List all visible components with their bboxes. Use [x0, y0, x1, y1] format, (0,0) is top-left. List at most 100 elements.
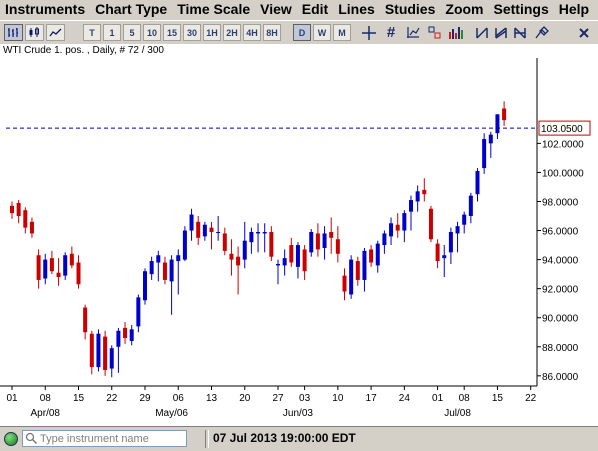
- candle-body[interactable]: [56, 272, 61, 278]
- timeframe-button-t[interactable]: T: [83, 24, 101, 41]
- candle-body[interactable]: [236, 256, 241, 266]
- trendline-icon[interactable]: [473, 24, 491, 41]
- candle-body[interactable]: [256, 231, 261, 234]
- line-chart-icon[interactable]: [46, 24, 65, 41]
- candle-body[interactable]: [189, 214, 194, 231]
- candle-body[interactable]: [468, 195, 473, 217]
- fibonacci-icon[interactable]: [511, 24, 529, 41]
- candlestick-chart-icon[interactable]: [25, 24, 44, 41]
- timeframe-button-d[interactable]: D: [293, 24, 311, 41]
- candle-body[interactable]: [369, 249, 374, 263]
- candle-body[interactable]: [209, 227, 214, 232]
- candle-body[interactable]: [389, 223, 394, 237]
- candle-body[interactable]: [76, 262, 81, 285]
- candle-body[interactable]: [342, 275, 347, 292]
- menu-time-scale[interactable]: Time Scale: [177, 1, 251, 17]
- menu-instruments[interactable]: Instruments: [5, 1, 86, 17]
- compare-icon[interactable]: [425, 24, 445, 41]
- candle-body[interactable]: [96, 333, 101, 368]
- candle-body[interactable]: [349, 259, 354, 295]
- candle-body[interactable]: [282, 258, 287, 266]
- candle-body[interactable]: [69, 253, 74, 266]
- candle-body[interactable]: [435, 243, 440, 262]
- candle-body[interactable]: [375, 243, 380, 266]
- timeframe-button-15[interactable]: 15: [163, 24, 181, 41]
- timeframe-button-2h[interactable]: 2H: [223, 24, 241, 41]
- candle-body[interactable]: [422, 189, 427, 195]
- candle-body[interactable]: [428, 208, 433, 240]
- candle-body[interactable]: [462, 214, 467, 225]
- menu-edit[interactable]: Edit: [301, 1, 329, 17]
- candle-body[interactable]: [109, 348, 114, 369]
- timeframe-button-5[interactable]: 5: [123, 24, 141, 41]
- candle-body[interactable]: [63, 255, 68, 276]
- candle-body[interactable]: [276, 263, 280, 266]
- candle-body[interactable]: [402, 213, 407, 231]
- crosshair-icon[interactable]: [359, 24, 379, 41]
- candle-body[interactable]: [216, 231, 221, 233]
- candle-body[interactable]: [49, 258, 54, 272]
- candle-body[interactable]: [302, 249, 307, 272]
- candle-body[interactable]: [395, 224, 400, 231]
- timeframe-button-1h[interactable]: 1H: [203, 24, 221, 41]
- candle-body[interactable]: [149, 261, 154, 275]
- candle-body[interactable]: [156, 255, 161, 263]
- candle-body[interactable]: [83, 307, 88, 333]
- candle-body[interactable]: [43, 259, 48, 279]
- candle-body[interactable]: [169, 259, 174, 282]
- channel-icon[interactable]: [492, 24, 510, 41]
- timeframe-button-4h[interactable]: 4H: [243, 24, 261, 41]
- candle-body[interactable]: [322, 233, 327, 248]
- instrument-search[interactable]: [22, 430, 187, 447]
- candle-body[interactable]: [309, 231, 314, 253]
- price-chart[interactable]: 86.0000 88.0000 90.0000 92.0000 94.0000 96.00…: [0, 58, 598, 426]
- candle-body[interactable]: [116, 330, 121, 347]
- timeframe-button-m[interactable]: M: [333, 24, 351, 41]
- candle-body[interactable]: [475, 170, 480, 195]
- candle-body[interactable]: [136, 297, 141, 327]
- candle-body[interactable]: [242, 240, 247, 260]
- candle-body[interactable]: [262, 231, 267, 234]
- chart-area[interactable]: 86.0000 88.0000 90.0000 92.0000 94.0000 96.00…: [0, 58, 598, 426]
- candle-body[interactable]: [123, 327, 128, 339]
- candle-body[interactable]: [10, 205, 14, 214]
- close-icon[interactable]: [575, 24, 593, 41]
- candle-body[interactable]: [455, 226, 460, 234]
- candle-body[interactable]: [202, 224, 207, 237]
- candle-body[interactable]: [415, 191, 420, 202]
- timeframe-button-1[interactable]: 1: [103, 24, 121, 41]
- bar-chart-icon[interactable]: [4, 24, 23, 41]
- candle-body[interactable]: [143, 271, 147, 301]
- candle-body[interactable]: [442, 255, 447, 259]
- candle-body[interactable]: [382, 233, 387, 246]
- timeframe-button-30[interactable]: 30: [183, 24, 201, 41]
- candle-body[interactable]: [89, 333, 94, 368]
- menu-view[interactable]: View: [260, 1, 292, 17]
- candle-body[interactable]: [355, 261, 360, 280]
- candle-body[interactable]: [315, 233, 320, 250]
- candle-body[interactable]: [362, 250, 367, 280]
- candle-body[interactable]: [222, 233, 227, 251]
- candle-body[interactable]: [129, 329, 134, 341]
- candle-body[interactable]: [289, 245, 294, 263]
- scale-icon[interactable]: [403, 24, 423, 41]
- candle-body[interactable]: [482, 139, 487, 169]
- candle-body[interactable]: [448, 231, 453, 253]
- candle-body[interactable]: [249, 231, 254, 243]
- candle-body[interactable]: [335, 239, 340, 254]
- candle-body[interactable]: [16, 202, 21, 217]
- candle-body[interactable]: [502, 108, 507, 121]
- candle-body[interactable]: [295, 245, 300, 267]
- menu-lines[interactable]: Lines: [338, 1, 375, 17]
- candle-body[interactable]: [196, 221, 201, 238]
- candle-body[interactable]: [176, 255, 181, 262]
- menu-help[interactable]: Help: [558, 1, 590, 17]
- search-input[interactable]: [38, 431, 182, 446]
- grid-icon[interactable]: #: [386, 24, 396, 41]
- candle-body[interactable]: [23, 210, 28, 228]
- candle-body[interactable]: [36, 255, 41, 280]
- volume-icon[interactable]: [446, 24, 466, 41]
- candle-body[interactable]: [269, 231, 274, 257]
- candle-body[interactable]: [182, 230, 187, 260]
- menu-settings[interactable]: Settings: [493, 1, 549, 17]
